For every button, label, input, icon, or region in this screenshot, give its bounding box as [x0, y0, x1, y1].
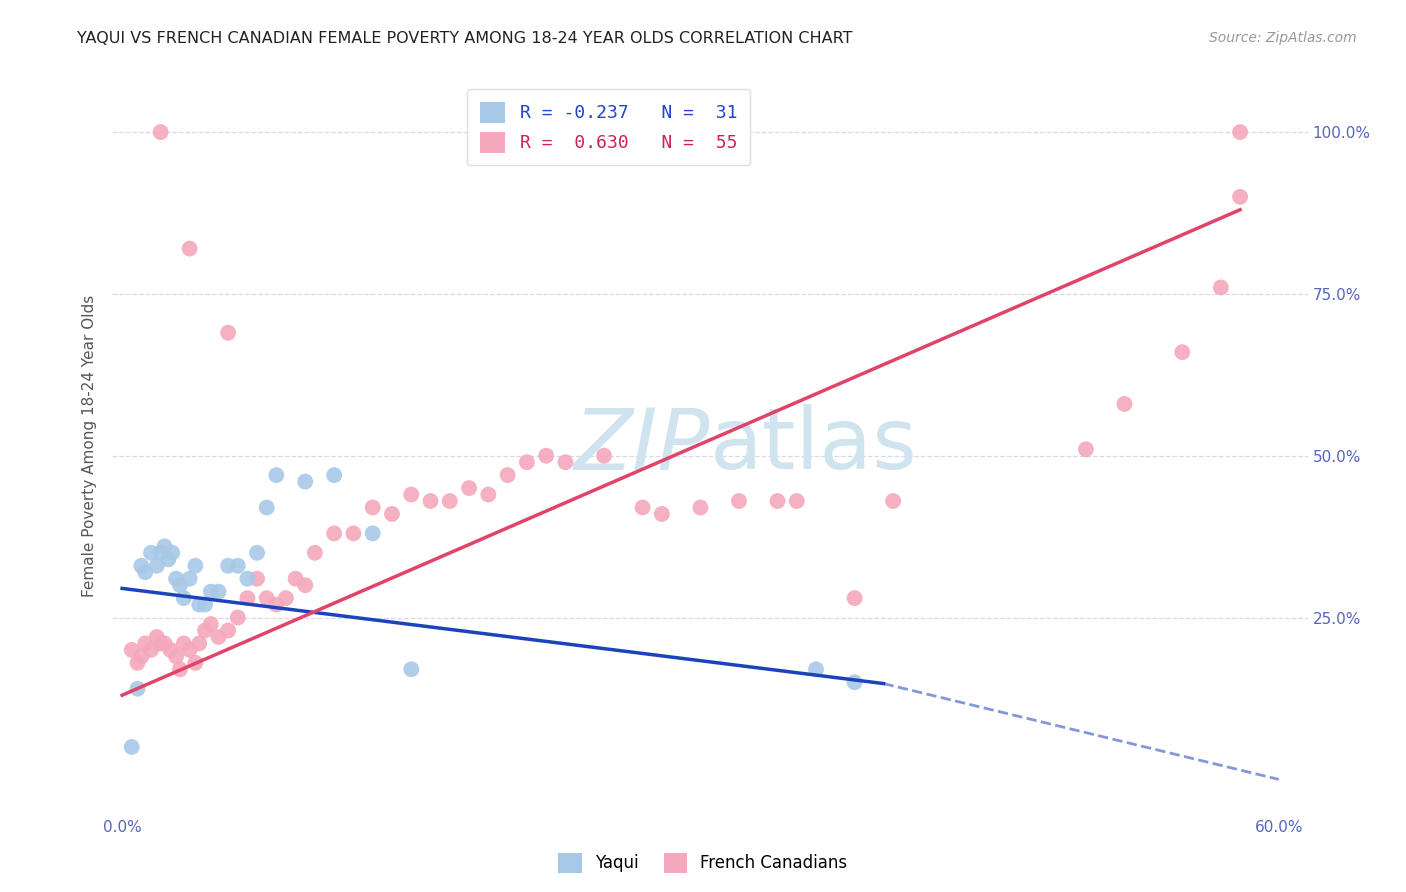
- Point: [304, 546, 326, 560]
- Point: [139, 546, 162, 560]
- Point: [477, 487, 499, 501]
- Text: YAQUI VS FRENCH CANADIAN FEMALE POVERTY AMONG 18-24 YEAR OLDS CORRELATION CHART: YAQUI VS FRENCH CANADIAN FEMALE POVERTY …: [77, 31, 853, 46]
- Point: [207, 630, 229, 644]
- Point: [284, 572, 307, 586]
- Point: [217, 624, 239, 638]
- Point: [153, 636, 176, 650]
- Point: [361, 500, 384, 515]
- Point: [294, 578, 316, 592]
- Point: [266, 598, 288, 612]
- Point: [323, 468, 346, 483]
- Point: [134, 636, 156, 650]
- Point: [256, 591, 278, 606]
- Point: [274, 591, 297, 606]
- Point: [1171, 345, 1194, 359]
- Point: [200, 617, 222, 632]
- Point: [246, 546, 269, 560]
- Point: [1229, 125, 1251, 139]
- Point: [194, 598, 217, 612]
- Point: [226, 558, 249, 573]
- Point: [401, 487, 423, 501]
- Point: [165, 649, 187, 664]
- Point: [149, 636, 172, 650]
- Point: [134, 566, 156, 580]
- Point: [689, 500, 711, 515]
- Point: [419, 494, 441, 508]
- Point: [188, 598, 211, 612]
- Point: [516, 455, 538, 469]
- Point: [631, 500, 654, 515]
- Point: [127, 656, 149, 670]
- Point: [1074, 442, 1097, 457]
- Point: [179, 572, 201, 586]
- Point: [146, 630, 169, 644]
- Point: [439, 494, 461, 508]
- Point: [169, 578, 191, 592]
- Point: [226, 610, 249, 624]
- Point: [173, 591, 195, 606]
- Point: [361, 526, 384, 541]
- Point: [1229, 190, 1251, 204]
- Point: [217, 558, 239, 573]
- Point: [162, 546, 183, 560]
- Point: [342, 526, 364, 541]
- Point: [165, 572, 187, 586]
- Point: [188, 636, 211, 650]
- Point: [401, 662, 423, 676]
- Point: [184, 558, 207, 573]
- Point: [294, 475, 316, 489]
- Point: [1209, 280, 1232, 294]
- Point: [157, 552, 180, 566]
- Point: [554, 455, 576, 469]
- Point: [323, 526, 346, 541]
- Point: [256, 500, 278, 515]
- Point: [184, 656, 207, 670]
- Text: ZIP: ZIP: [574, 404, 710, 488]
- Text: atlas: atlas: [710, 404, 918, 488]
- Point: [786, 494, 808, 508]
- Point: [844, 591, 866, 606]
- Point: [458, 481, 481, 495]
- Point: [651, 507, 673, 521]
- Point: [159, 643, 181, 657]
- Point: [766, 494, 789, 508]
- Point: [121, 739, 143, 754]
- Point: [149, 546, 172, 560]
- Point: [200, 584, 222, 599]
- Legend: R = -0.237   N =  31, R =  0.630   N =  55: R = -0.237 N = 31, R = 0.630 N = 55: [467, 89, 749, 165]
- Point: [381, 507, 404, 521]
- Point: [236, 572, 259, 586]
- Point: [131, 649, 153, 664]
- Point: [1114, 397, 1136, 411]
- Legend: Yaqui, French Canadians: Yaqui, French Canadians: [551, 847, 855, 880]
- Point: [194, 624, 217, 638]
- Point: [236, 591, 259, 606]
- Point: [179, 242, 201, 256]
- Point: [149, 125, 172, 139]
- Point: [534, 449, 557, 463]
- Text: Source: ZipAtlas.com: Source: ZipAtlas.com: [1209, 31, 1357, 45]
- Point: [593, 449, 616, 463]
- Point: [146, 558, 169, 573]
- Point: [844, 675, 866, 690]
- Point: [217, 326, 239, 340]
- Point: [728, 494, 751, 508]
- Point: [246, 572, 269, 586]
- Point: [139, 643, 162, 657]
- Y-axis label: Female Poverty Among 18-24 Year Olds: Female Poverty Among 18-24 Year Olds: [82, 295, 97, 597]
- Point: [153, 539, 176, 553]
- Point: [207, 584, 229, 599]
- Point: [804, 662, 827, 676]
- Point: [179, 643, 201, 657]
- Point: [121, 643, 143, 657]
- Point: [131, 558, 153, 573]
- Point: [266, 468, 288, 483]
- Point: [173, 636, 195, 650]
- Point: [496, 468, 519, 483]
- Point: [882, 494, 904, 508]
- Point: [127, 681, 149, 696]
- Point: [169, 662, 191, 676]
